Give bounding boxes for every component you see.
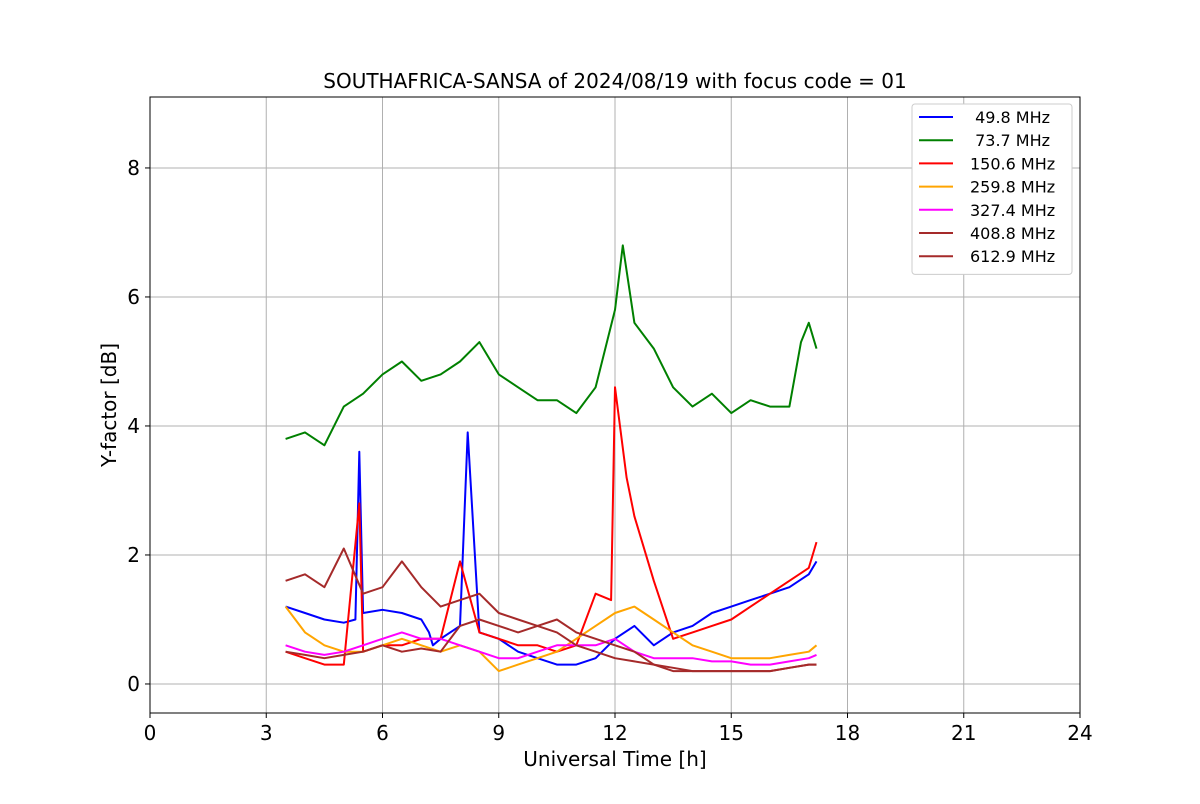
legend: 49.8 MHz 73.7 MHz 150.6 MHz 259.8 MHz 327.4… [911,103,1073,275]
series-line-6 [285,618,817,673]
series-line-4 [285,631,817,666]
series-line-1 [285,244,818,447]
legend-label: 150.6 MHz [970,154,1055,173]
chart-title: SOUTHAFRICA-SANSA of 2024/08/19 with foc… [323,69,907,93]
x-tick-label: 21 [951,721,976,745]
x-tick-label: 6 [376,721,389,745]
legend-label: 259.8 MHz [970,178,1055,197]
x-tick-label: 3 [260,721,273,745]
legend-label: 408.8 MHz [970,224,1055,243]
y-tick-label: 6 [127,285,140,309]
x-axis-label: Universal Time [h] [523,747,706,771]
x-tick-label: 18 [835,721,860,745]
legend-box [911,103,1073,275]
x-tick-label: 9 [492,721,505,745]
legend-label: 327.4 MHz [970,201,1055,220]
y-tick-label: 0 [127,672,140,696]
y-tick-label: 2 [127,543,140,567]
series-line-0 [285,431,818,666]
x-tick-label: 0 [144,721,157,745]
legend-label: 49.8 MHz [970,108,1050,127]
x-tick-label: 24 [1067,721,1092,745]
y-axis-ticks: 0 2 4 6 8 [127,156,150,696]
y-axis-label: Y-factor [dB] [97,343,121,468]
y-tick-label: 4 [127,414,140,438]
x-tick-label: 15 [719,721,744,745]
legend-label: 612.9 MHz [970,247,1055,266]
x-tick-label: 12 [602,721,627,745]
legend-label: 73.7 MHz [970,131,1050,150]
x-axis-ticks: 0 3 6 9 12 15 18 21 24 [144,713,1093,745]
series-lines [284,244,818,673]
y-tick-label: 8 [127,156,140,180]
